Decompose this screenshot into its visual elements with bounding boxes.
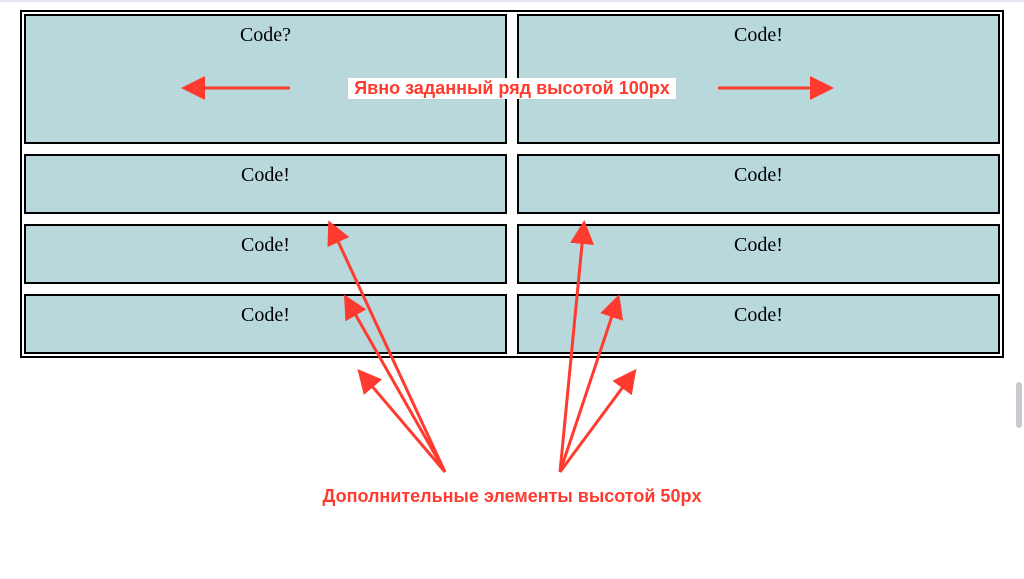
grid-cell: Code!	[517, 224, 1000, 284]
cell-label: Code!	[734, 304, 783, 327]
cell-label: Code?	[240, 24, 291, 47]
grid-cell: Code!	[24, 224, 507, 284]
annotation-implicit-rows: Дополнительные элементы высотой 50px	[0, 486, 1024, 507]
annotation-explicit-row-label: Явно заданный ряд высотой 100px	[348, 78, 676, 99]
annotation-arrow	[560, 372, 634, 472]
grid-container: Code? Code! Code! Code! Code! Code! Code! Code!	[20, 10, 1004, 358]
scrollbar-thumb[interactable]	[1016, 382, 1022, 428]
diagram-canvas: Code?Code!Code!Code!Code!Code!Code!Code!…	[0, 0, 1024, 579]
cell-label: Code!	[734, 234, 783, 257]
cell-label: Code!	[734, 24, 783, 47]
annotation-arrow	[360, 372, 445, 472]
cell-label: Code!	[734, 164, 783, 187]
grid-row: Code! Code!	[24, 154, 1000, 214]
annotation-implicit-rows-label: Дополнительные элементы высотой 50px	[323, 486, 702, 507]
cell-label: Code!	[241, 234, 290, 257]
grid-cell: Code!	[517, 294, 1000, 354]
grid-row: Code! Code!	[24, 224, 1000, 284]
grid-cell: Code!	[24, 294, 507, 354]
cell-label: Code!	[241, 304, 290, 327]
grid-cell: Code!	[517, 154, 1000, 214]
annotation-explicit-row: Явно заданный ряд высотой 100px	[0, 78, 1024, 99]
grid-cell: Code!	[24, 154, 507, 214]
grid-row: Code! Code!	[24, 294, 1000, 354]
cell-label: Code!	[241, 164, 290, 187]
